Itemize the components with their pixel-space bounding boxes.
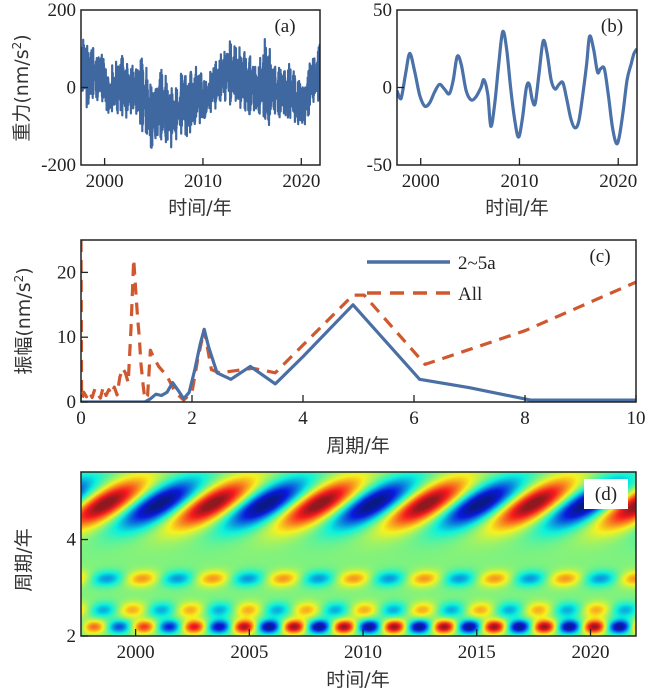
panel-d-ticks: 2000 2005 2010 2015 2020 2 4 [67, 530, 610, 663]
x-tick-label: 2000 [117, 642, 155, 663]
y-tick-label: 20 [57, 262, 76, 283]
panel-d-frame [80, 471, 637, 637]
x-tick-label: 2020 [572, 642, 610, 663]
y-tick-label: 200 [48, 0, 77, 21]
panel-b-ticks: 2000 2010 2020 50 0 -50 [367, 0, 638, 192]
x-tick-label: 10 [627, 408, 646, 429]
panel-a-series [81, 38, 320, 149]
panel-b-label: (b) [601, 16, 623, 37]
panel-b: 2000 2010 2020 50 0 -50 (b) 时间/年 [367, 0, 638, 219]
x-tick-label: 4 [298, 408, 308, 429]
panel-c-ylabel: 振幅(nm/s2) [12, 267, 35, 374]
panel-c-ticks: 0 2 4 6 8 10 0 10 20 [57, 262, 646, 429]
filtered-series-line [397, 29, 637, 146]
panel-d-heatmap [81, 472, 636, 636]
panel-d-xlabel: 时间/年 [326, 669, 389, 691]
x-tick-label: 2020 [282, 171, 320, 192]
panel-a-label: (a) [274, 16, 295, 37]
panel-c-ylabel-sup: 2 [12, 275, 26, 283]
panel-d-ylabel: 周期/年 [13, 528, 35, 591]
x-tick-label: 2005 [230, 642, 268, 663]
x-tick-label: 6 [409, 408, 419, 429]
all-series-line [81, 240, 636, 402]
y-tick-label: 0 [67, 392, 77, 413]
panel-d-heatmap-container [81, 472, 636, 636]
panel-c-label: (c) [589, 246, 610, 267]
panel-b-series [397, 29, 637, 146]
panel-a-ylabel-sup: 2 [10, 42, 24, 50]
panel-c-xlabel: 周期/年 [326, 435, 389, 457]
panel-b-xlabel: 时间/年 [485, 197, 548, 219]
panel-d: 2000 2005 2010 2015 2020 2 4 (d) 时间/年 周期/年 [13, 471, 637, 691]
x-tick-label: 8 [520, 408, 530, 429]
legend: 2~5a All [367, 253, 496, 305]
x-tick-label: 2010 [344, 642, 382, 663]
band-2-5a-series-line [81, 303, 636, 402]
y-tick-label: 2 [67, 626, 77, 647]
x-tick-label: 2010 [184, 171, 222, 192]
panel-d-label-box [584, 479, 628, 509]
panel-a-ylabel-close: ) [11, 34, 33, 41]
x-tick-label: 2000 [402, 171, 440, 192]
panel-c-series [81, 240, 636, 402]
legend-label-2-5a: 2~5a [458, 253, 496, 274]
x-tick-label: 2000 [86, 171, 124, 192]
gravity-series-line [81, 38, 320, 149]
x-tick-label: 2010 [500, 171, 538, 192]
x-tick-label: 2020 [599, 171, 637, 192]
panel-a-xlabel: 时间/年 [168, 197, 231, 219]
y-tick-label: -200 [41, 155, 76, 176]
panel-a-ylabel-main: 重力(nm/s [11, 49, 33, 141]
x-tick-label: 0 [76, 408, 86, 429]
y-tick-label: -50 [367, 155, 392, 176]
y-tick-label: 50 [373, 0, 392, 21]
panel-d-label: (d) [595, 484, 617, 505]
panel-a-ylabel: 重力(nm/s2) [10, 34, 33, 141]
y-tick-label: 0 [67, 78, 77, 99]
x-tick-label: 2015 [458, 642, 496, 663]
x-tick-label: 2 [187, 408, 197, 429]
panel-c-frame [80, 239, 637, 403]
legend-label-all: All [458, 284, 482, 305]
y-tick-label: 0 [383, 78, 393, 99]
panel-c-ylabel-close: ) [13, 267, 35, 274]
panel-c-ylabel-main: 振幅(nm/s [13, 282, 35, 374]
y-tick-label: 4 [67, 530, 77, 551]
y-tick-label: 10 [57, 327, 76, 348]
